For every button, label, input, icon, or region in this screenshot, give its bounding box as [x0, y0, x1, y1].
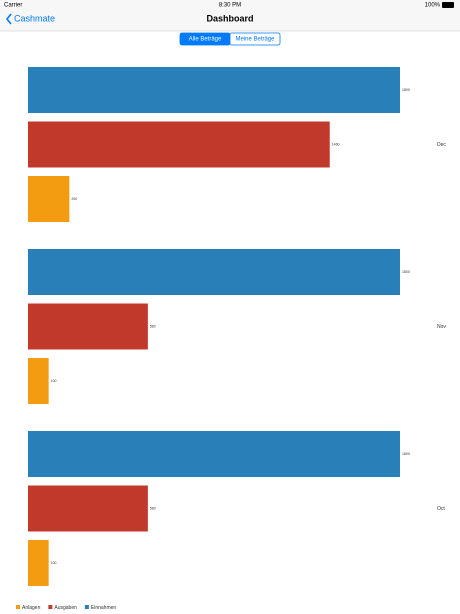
legend-swatch	[16, 605, 20, 609]
segment[interactable]	[229, 32, 281, 46]
legend-swatch	[84, 605, 89, 609]
value-label: 580	[150, 506, 156, 510]
value-label: 1800	[402, 88, 410, 92]
clock: 8:30 PM	[219, 3, 241, 9]
legend-label: Ausgaben	[54, 605, 77, 611]
nav-title: Dashboard	[206, 13, 253, 23]
bar	[28, 249, 400, 295]
category-label: Oct	[437, 506, 445, 512]
back-chevron[interactable]	[5, 13, 12, 25]
back-button[interactable]: Cashmate	[14, 13, 55, 23]
legend-label: Anlagen	[22, 605, 41, 611]
value-label: 100	[51, 561, 57, 565]
battery-icon	[442, 2, 454, 8]
category-label: Dec	[437, 142, 446, 148]
value-label: 1800	[402, 452, 410, 456]
value-label: 200	[71, 197, 77, 201]
legend-label: Einnahmen	[91, 605, 117, 611]
bar	[28, 303, 148, 350]
value-label: 580	[150, 324, 156, 328]
segment-label[interactable]: Alle Beträge	[189, 37, 222, 43]
top-bar	[0, 0, 460, 31]
bar	[28, 121, 330, 168]
value-label: 100	[51, 379, 57, 383]
bar	[28, 67, 400, 113]
value-label: 1800	[402, 270, 410, 274]
segment-label[interactable]: Meine Beträge	[235, 37, 275, 43]
bar	[28, 431, 400, 477]
bar	[28, 540, 49, 586]
bar	[28, 485, 148, 532]
battery-text: 100%	[425, 3, 441, 9]
category-label: Nov	[437, 324, 446, 330]
value-label: 1460	[332, 142, 340, 146]
bar	[28, 176, 70, 222]
legend-swatch	[48, 605, 53, 609]
bar	[28, 358, 49, 404]
carrier: Carrier	[4, 3, 22, 9]
